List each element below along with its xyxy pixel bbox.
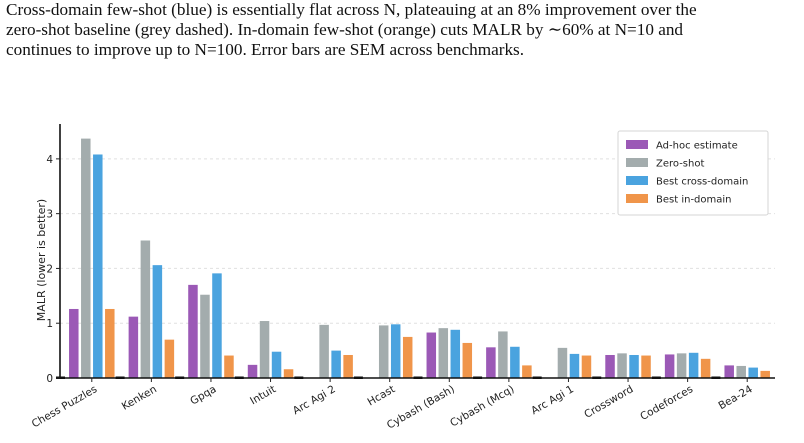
bar-zero-shot-arc-agi-1 (557, 347, 568, 378)
bar-zero-shot-kenken (140, 240, 151, 378)
bar-best-in-domain-cybash-bash- (462, 342, 473, 378)
bar-ad-hoc-estimate-cybash-bash- (426, 332, 437, 378)
bar-best-cross-domain-bea-24 (748, 367, 758, 378)
y-tick-label: 1 (46, 318, 53, 330)
bar-zero-shot-arc-agi-2 (319, 324, 329, 378)
bar-best-cross-domain-arc-agi-1 (569, 353, 580, 378)
y-tick-label: 0 (46, 373, 53, 385)
bar-best-in-domain-hcast (402, 336, 413, 378)
bar-best-in-domain-gpqa (224, 355, 234, 378)
bar-zero-shot-crossword (617, 353, 627, 378)
bar-best-cross-domain-cybash-mcq- (510, 346, 520, 378)
bar-best-cross-domain-cybash-bash- (450, 329, 461, 378)
bar-best-in-domain-arc-agi-1 (581, 355, 592, 378)
bar-best-cross-domain-intuit (271, 351, 282, 378)
bar-best-in-domain-intuit (283, 369, 294, 378)
x-tick-label: Intuit (248, 383, 278, 407)
y-tick-label: 4 (46, 154, 53, 166)
figure-caption: Cross-domain few-shot (blue) is essentia… (6, 0, 802, 60)
bar-ad-hoc-estimate-cybash-mcq- (486, 347, 496, 378)
bar-zero-shot-chess-puzzles (81, 138, 91, 378)
x-tick-label: Kenken (120, 383, 159, 413)
legend-label: Best in-domain (656, 195, 732, 206)
bar-best-cross-domain-gpqa (212, 273, 222, 378)
bar-best-cross-domain-crossword (629, 354, 639, 378)
legend-box (617, 130, 769, 216)
bar-ad-hoc-estimate-intuit (247, 364, 258, 378)
bar-zero-shot-hcast (378, 325, 389, 378)
caption-line-2: zero-shot baseline (grey dashed). In-dom… (6, 20, 684, 39)
caption-line-3: continues to improve up to N=100. Error … (6, 40, 525, 59)
bar-best-in-domain-chess-puzzles (105, 308, 115, 378)
x-tick-label: Codeforces (638, 383, 695, 423)
bar-zero-shot-bea-24 (736, 365, 746, 378)
bar-zero-shot-gpqa (200, 294, 210, 378)
bar-ad-hoc-estimate-codeforces (664, 354, 675, 378)
y-tick-label: 2 (46, 263, 53, 275)
legend-swatch (626, 140, 648, 149)
bar-best-cross-domain-arc-agi-2 (331, 350, 341, 378)
legend-label: Best cross-domain (656, 177, 748, 188)
bar-ad-hoc-estimate-bea-24 (724, 365, 734, 378)
bar-ad-hoc-estimate-crossword (605, 354, 615, 378)
x-tick-labels: Chess Puzzles Kenken Gpqa Intuit Arc Agi 2 Hc… (30, 378, 755, 432)
x-tick-label: Bea-24 (716, 383, 755, 412)
legend-swatch (626, 158, 648, 167)
legend: Ad-hoc estimate Zero-shot Best cross-domai… (617, 130, 769, 216)
bar-ad-hoc-estimate-chess-puzzles (69, 308, 79, 378)
bar-ad-hoc-estimate-kenken (128, 316, 139, 378)
x-tick-label: Arc Agi 2 (291, 383, 338, 417)
axes (59, 124, 775, 379)
bar-best-in-domain-bea-24 (760, 370, 770, 378)
bar-best-cross-domain-hcast (390, 324, 401, 378)
bar-ad-hoc-estimate-gpqa (188, 284, 198, 378)
legend-swatch (626, 194, 648, 203)
bar-best-in-domain-codeforces (700, 358, 711, 378)
y-tick-labels: 0 1 2 3 4 (46, 154, 60, 385)
bar-zero-shot-intuit (259, 321, 270, 378)
x-tick-label: Hcast (365, 383, 397, 408)
legend-label: Zero-shot (656, 159, 704, 170)
bar-zero-shot-cybash-mcq- (498, 331, 508, 378)
bar-best-in-domain-cybash-mcq- (522, 365, 532, 378)
bar-best-in-domain-arc-agi-2 (343, 354, 353, 378)
bar-best-in-domain-kenken (164, 339, 175, 378)
y-tick-label: 3 (46, 209, 53, 221)
bars (56, 138, 770, 379)
bar-best-cross-domain-kenken (152, 265, 163, 378)
bar-zero-shot-cybash-bash- (438, 328, 449, 378)
y-axis-label: MALR (lower is better) (35, 199, 48, 321)
x-tick-label: Crossword (582, 383, 635, 421)
caption-line-1: Cross-domain few-shot (blue) is essentia… (6, 0, 697, 19)
x-tick-label: Cybash (Bash) (385, 383, 457, 431)
x-tick-label: Cybash (Mcq) (448, 383, 516, 429)
x-tick-label: Gpqa (188, 383, 218, 407)
bar-zero-shot-codeforces (676, 353, 687, 378)
legend-label: Ad-hoc estimate (656, 141, 738, 152)
bar-best-in-domain-crossword (641, 355, 651, 378)
x-tick-label: Chess Puzzles (30, 383, 100, 430)
legend-swatch (626, 176, 648, 185)
bar-best-cross-domain-chess-puzzles (93, 154, 103, 378)
x-tick-label: Arc Agi 1 (529, 383, 576, 417)
bar-best-cross-domain-codeforces (688, 352, 699, 378)
